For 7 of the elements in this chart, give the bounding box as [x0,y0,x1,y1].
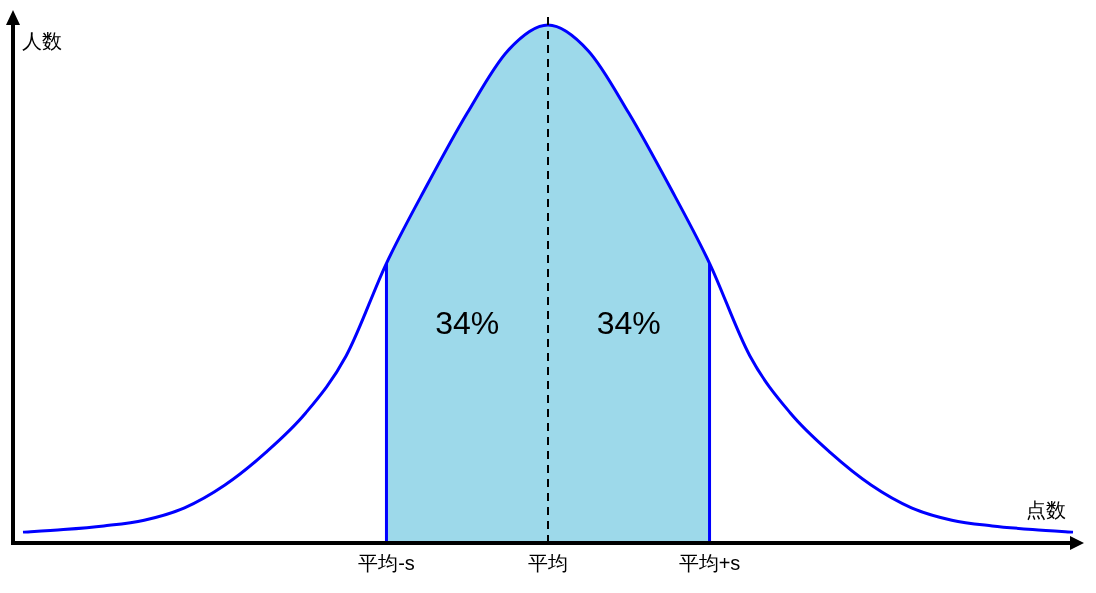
x-tick-label: 平均-s [358,552,415,574]
annotation: 34% [596,305,661,341]
annotation: 34% [435,305,500,341]
x-tick-label: 平均 [528,552,568,574]
x-axis-title: 点数 [1026,499,1066,521]
x-tick-label: 平均+s [678,552,741,574]
y-axis-title: 人数 [22,30,62,52]
